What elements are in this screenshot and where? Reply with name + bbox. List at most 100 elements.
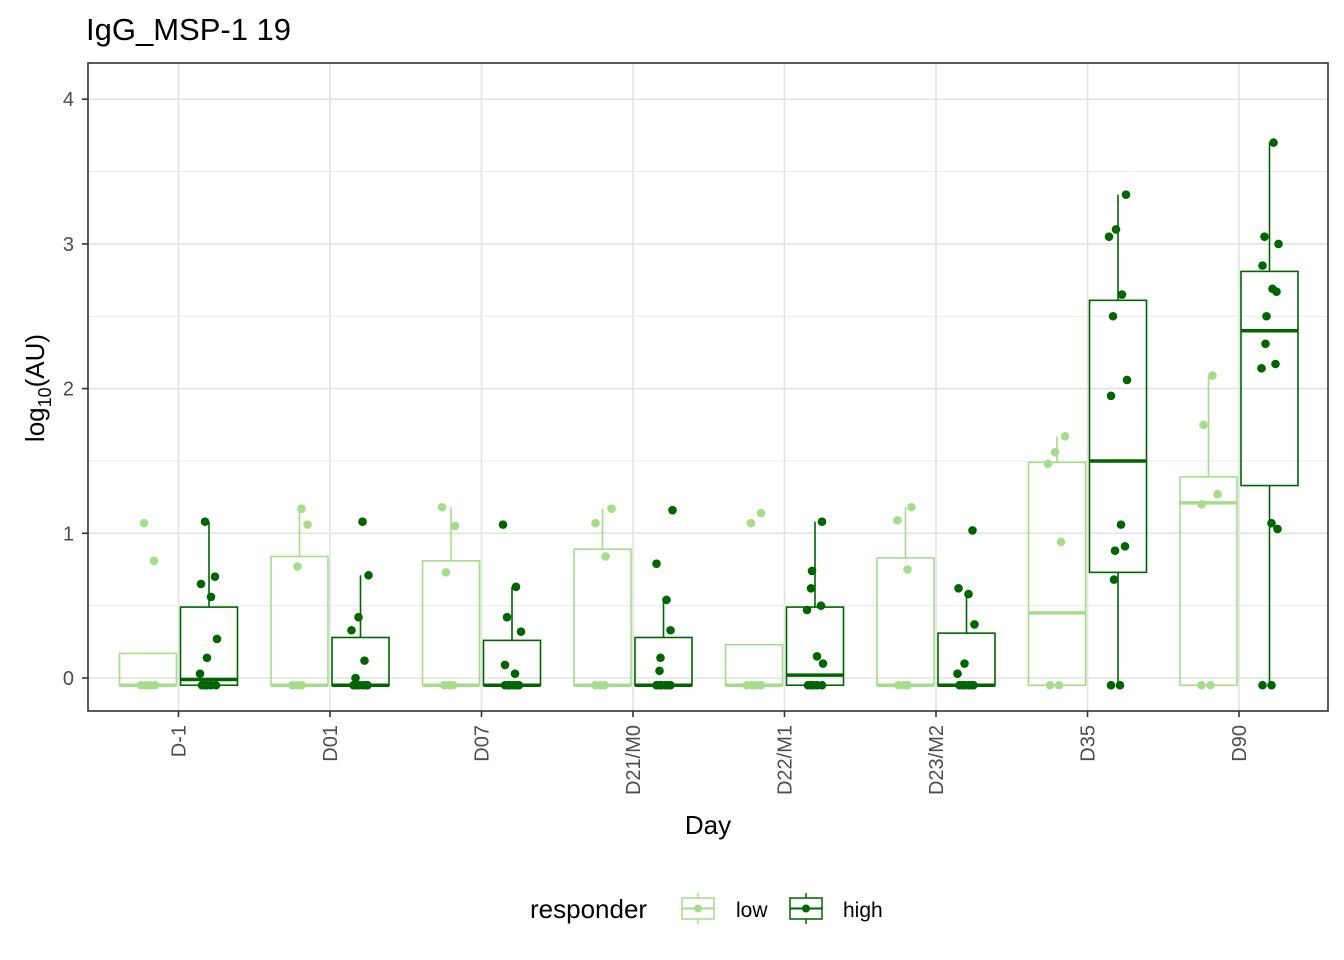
data-point [1273, 524, 1282, 534]
data-point [150, 680, 160, 690]
data-point [211, 680, 221, 690]
data-point [1104, 232, 1114, 241]
data-point [806, 680, 816, 690]
data-point [817, 517, 827, 527]
data-point [1060, 432, 1070, 441]
x-tick-label: D07 [472, 725, 494, 762]
data-point [1257, 364, 1266, 373]
y-axis-title: log10(AU) [20, 334, 55, 442]
data-point [1121, 190, 1131, 200]
data-point [347, 625, 356, 635]
data-point [1262, 311, 1271, 321]
data-point [807, 566, 817, 576]
data-point [802, 605, 812, 615]
data-point [511, 582, 521, 592]
data-point [196, 579, 206, 589]
data-point [756, 680, 766, 690]
grid [88, 63, 1328, 711]
data-point [1109, 575, 1119, 584]
data-point [1272, 287, 1281, 296]
data-point [1111, 225, 1121, 234]
data-point [903, 565, 912, 574]
y-axis-title-tail: (AU) [20, 334, 50, 387]
data-point [212, 634, 222, 644]
data-point [907, 502, 916, 512]
data-point [893, 515, 902, 525]
data-point [655, 666, 664, 676]
data-point [206, 592, 216, 602]
data-point [1267, 680, 1276, 690]
chart-title: IgG_MSP-1 19 [86, 12, 291, 47]
data-point [1056, 537, 1066, 547]
panel-background [88, 63, 1328, 711]
data-point [601, 552, 610, 561]
data-point [818, 659, 828, 668]
data-point [1108, 311, 1118, 321]
data-point [816, 601, 826, 610]
data-point [444, 680, 454, 690]
data-point [655, 680, 664, 690]
data-point [1117, 290, 1127, 299]
data-point [450, 521, 460, 531]
data-point [360, 656, 369, 665]
data-point [503, 680, 513, 690]
data-point [806, 583, 816, 593]
data-point [358, 517, 367, 527]
data-point [1120, 542, 1130, 551]
x-tick-label: D01 [320, 725, 342, 762]
data-point [591, 518, 600, 528]
y-tick-label: 1 [63, 523, 74, 545]
data-point [970, 620, 979, 629]
data-point [437, 502, 447, 512]
data-point [756, 508, 766, 518]
data-point [668, 505, 677, 515]
data-point [607, 504, 616, 514]
data-point [652, 559, 661, 568]
data-point [656, 653, 665, 663]
legend-label-low: low [736, 899, 768, 922]
data-point [512, 680, 522, 690]
series-low [118, 371, 1238, 690]
data-point [899, 680, 908, 690]
data-point [1208, 371, 1217, 380]
data-point [1206, 680, 1215, 690]
data-point [1054, 680, 1064, 690]
data-point [200, 517, 210, 527]
data-point [666, 625, 675, 635]
y-axis-title-subscript: 10 [35, 387, 55, 407]
data-point [1197, 680, 1206, 690]
panel-border [87, 62, 1329, 712]
x-tick-label: D-1 [169, 725, 191, 757]
plot-area: 0 1 2 3 4 D-1 D01 D07 D21/M0 D22/M1 D23/M2 D35 D90 [63, 62, 1329, 795]
data-point [1260, 232, 1269, 241]
data-point [351, 673, 360, 683]
x-axis: D-1 D01 D07 D21/M0 D22/M1 D23/M2 D35 D90 [169, 711, 1251, 795]
data-point [747, 680, 757, 690]
data-point [1271, 359, 1280, 369]
data-point [812, 651, 822, 661]
data-point [297, 504, 306, 514]
x-tick-label: D23/M2 [926, 725, 948, 795]
data-point [500, 660, 510, 670]
data-point [510, 669, 520, 678]
data-point [516, 627, 526, 636]
legend-key-low [681, 893, 715, 924]
data-point [498, 520, 508, 529]
data-point [352, 680, 361, 690]
data-point [1197, 500, 1206, 509]
y-tick-label: 3 [63, 234, 74, 256]
data-point [361, 680, 370, 690]
x-tick-label: D21/M0 [623, 725, 645, 795]
data-point [210, 572, 220, 582]
data-point [1199, 420, 1208, 430]
data-point [968, 526, 977, 535]
data-point [964, 589, 973, 599]
box-high-D90 [1240, 142, 1299, 686]
data-point [441, 568, 451, 577]
x-tick-label: D22/M1 [775, 725, 797, 795]
y-axis-title-main: log [20, 407, 50, 442]
x-tick-label: D35 [1078, 725, 1100, 762]
data-point [953, 669, 962, 678]
y-tick-label: 2 [63, 379, 74, 401]
